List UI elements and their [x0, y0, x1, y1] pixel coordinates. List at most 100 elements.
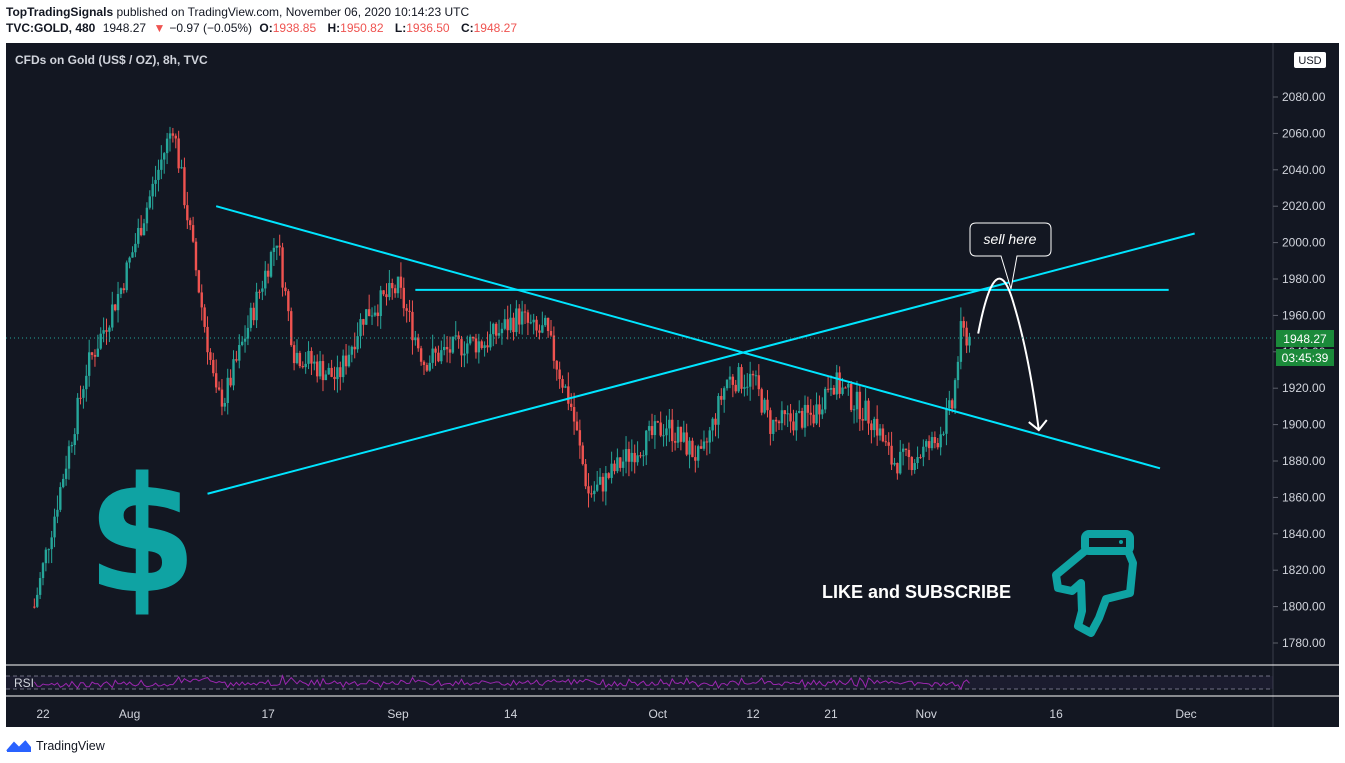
candle-body [676, 426, 680, 443]
price-axis[interactable]: 1780.00 1800.00 1820.00 1840.00 1860.00 1880.… [1273, 90, 1326, 650]
candle-body [324, 374, 328, 381]
candle-body [549, 331, 553, 336]
candle-body [532, 319, 535, 323]
candle-body [183, 167, 186, 206]
candle-body [916, 457, 919, 464]
candle-body [96, 348, 100, 357]
candle-body [327, 367, 330, 375]
candle-body [298, 352, 302, 367]
author-name[interactable]: TopTradingSignals [6, 5, 114, 19]
candle-body [584, 464, 587, 487]
candle-body [965, 327, 968, 346]
candle-body [417, 337, 420, 349]
candle-body [610, 463, 613, 478]
candle-body [113, 304, 117, 311]
sell-here-label: sell here [984, 231, 1037, 247]
candle-body [645, 430, 648, 456]
candle-body [852, 409, 856, 411]
candle-body [523, 311, 527, 313]
candle-body [896, 462, 899, 474]
time-axis[interactable]: 22 Aug 17 Sep 14 Oct 12 21 Nov 16 Dec [36, 707, 1196, 721]
candle-body [919, 457, 922, 459]
candle-body [942, 433, 945, 435]
candle-body [581, 445, 584, 465]
price-tick-label: 1860.00 [1282, 490, 1326, 504]
high-value: 1950.82 [340, 21, 384, 35]
candle-body [702, 441, 706, 449]
candle-body [691, 440, 694, 458]
candle-body [483, 345, 486, 348]
candle-body [544, 317, 547, 326]
ascending-trendline[interactable] [207, 232, 1195, 495]
candle-body [552, 335, 556, 361]
price-chart[interactable]: 1780.00 1800.00 1820.00 1840.00 1860.00 1880.… [6, 43, 1339, 727]
candle-body [399, 276, 403, 288]
candle-body [541, 325, 544, 333]
price-tick-label: 1880.00 [1282, 454, 1326, 468]
candle-body [630, 452, 634, 462]
open-label: O: [259, 21, 273, 35]
candle-body [624, 449, 628, 462]
candle-body [443, 346, 446, 351]
candle-body [313, 361, 316, 364]
candle-body [264, 270, 267, 289]
candle-body [85, 375, 88, 390]
candle-body [951, 400, 954, 409]
candle-body [255, 291, 258, 321]
descending-trendline[interactable] [215, 205, 1161, 470]
time-tick-label: 14 [504, 707, 518, 721]
countdown-tag [1276, 349, 1334, 366]
candle-body [616, 457, 619, 472]
candle-body [287, 291, 290, 312]
candle-body [87, 352, 91, 376]
candle-body [258, 291, 261, 293]
candle-body [642, 455, 645, 457]
candle-body [220, 389, 224, 407]
candle-body [466, 343, 469, 354]
candle-body [214, 373, 218, 388]
candle-body [529, 322, 532, 324]
candle-body [694, 457, 697, 461]
candle-body [621, 461, 625, 468]
candle-body [177, 138, 180, 169]
candle-body [336, 367, 339, 380]
price-tick-label: 2060.00 [1282, 126, 1326, 140]
candle-body [659, 422, 662, 436]
time-tick-label: 16 [1049, 707, 1063, 721]
candle-body [832, 387, 836, 395]
candle-body [890, 445, 893, 465]
candle-body [486, 345, 489, 348]
candle-body [56, 509, 59, 517]
time-tick-label: 17 [261, 707, 275, 721]
rsi-label: RSI [14, 676, 34, 690]
candle-body [731, 376, 735, 385]
candle-body [232, 359, 235, 386]
candle-body [665, 428, 668, 436]
candle-body [858, 391, 862, 420]
chart-panel[interactable]: 1780.00 1800.00 1820.00 1840.00 1860.00 1880.… [6, 43, 1339, 727]
candle-body [316, 361, 319, 377]
candle-body [668, 419, 671, 429]
candle-body [292, 345, 296, 364]
candle-body [261, 288, 264, 292]
candle-body [887, 442, 890, 446]
tradingview-footer[interactable]: TradingView [6, 736, 105, 756]
candle-body [229, 377, 232, 386]
candle-body [570, 403, 573, 408]
projection-arrow[interactable] [977, 277, 1040, 431]
candle-body [70, 444, 74, 447]
drawings-layer [207, 205, 1195, 495]
candle-body [382, 290, 385, 295]
candle-body [873, 418, 876, 431]
candle-body [411, 311, 414, 341]
candle-body [457, 335, 460, 340]
candle-body [743, 387, 746, 389]
chart-legend: CFDs on Gold (US$ / OZ), 8h, TVC [15, 53, 208, 67]
currency-badge[interactable] [1294, 52, 1326, 68]
candle-body [520, 311, 524, 325]
symbol-label: TVC:GOLD, 480 [6, 21, 96, 35]
candle-body [148, 196, 151, 208]
candle-body [76, 397, 79, 435]
price-tick-label: 1840.00 [1282, 527, 1326, 541]
candle-body [849, 383, 853, 410]
